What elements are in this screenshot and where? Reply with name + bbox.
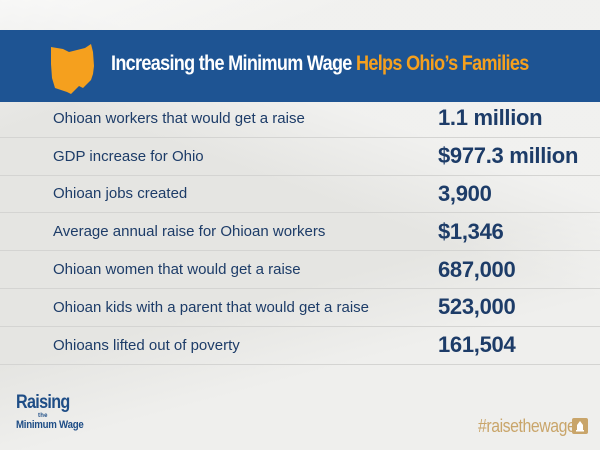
header-banner: Increasing the Minimum Wage Helps Ohio’s… (0, 30, 600, 102)
page-title: Increasing the Minimum Wage Helps Ohio’s… (111, 52, 529, 76)
stat-row: Average annual raise for Ohioan workers … (0, 213, 600, 252)
hashtag-text: #raisethewage (478, 416, 576, 436)
stat-row: GDP increase for Ohio $977.3 million (0, 138, 600, 176)
title-primary: Increasing the Minimum Wage (111, 52, 352, 75)
logo-line-raising: Raising (16, 392, 70, 413)
capitol-building-icon (572, 418, 588, 434)
stat-row: Ohioan workers that would get a raise 1.… (0, 100, 600, 138)
stat-value: 1.1 million (438, 105, 543, 131)
stat-label: Ohioan jobs created (53, 185, 188, 203)
logo-line-the: the (38, 413, 48, 419)
stat-label: Ohioan women that would get a raise (53, 261, 301, 279)
stat-row: Ohioan jobs created 3,900 (0, 176, 600, 214)
stat-value: $977.3 million (438, 143, 579, 169)
stat-value: 161,504 (438, 332, 516, 358)
stat-label: GDP increase for Ohio (53, 147, 204, 165)
stat-value: $1,346 (438, 218, 504, 244)
stat-label: Ohioan kids with a parent that would get… (53, 298, 370, 316)
stat-label: Ohioans lifted out of poverty (53, 336, 240, 354)
stat-label: Average annual raise for Ohioan workers (53, 223, 326, 241)
stat-row: Ohioan kids with a parent that would get… (0, 289, 600, 327)
stat-value: 523,000 (438, 294, 516, 320)
stat-label: Ohioan workers that would get a raise (53, 109, 305, 127)
logo-line-minimum-wage: Minimum Wage (16, 419, 84, 431)
title-highlight: Helps Ohio’s Families (356, 52, 529, 75)
stats-table: Ohioan workers that would get a raise 1.… (0, 100, 600, 365)
ohio-state-shape-icon (51, 44, 94, 94)
stat-row: Ohioans lifted out of poverty 161,504 (0, 327, 600, 365)
raising-minimum-wage-logo: Raising the Minimum Wage (16, 393, 93, 431)
stat-value: 687,000 (438, 256, 516, 282)
stat-row: Ohioan women that would get a raise 687,… (0, 251, 600, 289)
stat-value: 3,900 (438, 180, 492, 206)
